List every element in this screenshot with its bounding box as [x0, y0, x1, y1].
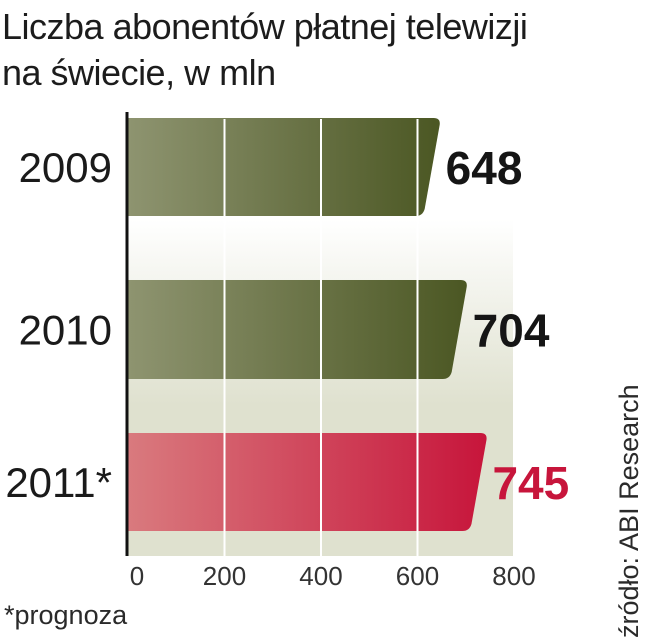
category-label-2011: 2011*: [5, 459, 112, 506]
bar-2009: [128, 118, 440, 216]
chart-title-line-2: na świecie, w mln: [2, 52, 276, 93]
value-label-2011: 745: [492, 457, 569, 509]
footnote: *prognoza: [4, 600, 128, 630]
value-label-2009: 648: [446, 142, 523, 194]
x-tick-label-0: 0: [130, 561, 144, 591]
x-tick-label-800: 800: [492, 561, 535, 591]
source-note: źródło: ABI Research: [614, 384, 644, 638]
category-label-2010: 2010: [19, 307, 112, 354]
bar-2011: [128, 433, 487, 531]
chart-title: Liczba abonentów płatnej telewizji na św…: [2, 4, 602, 96]
x-tick-label-400: 400: [299, 561, 342, 591]
bar-2010: [128, 280, 467, 379]
x-tick-label-600: 600: [396, 561, 439, 591]
value-label-2010: 704: [473, 305, 550, 357]
x-tick-label-200: 200: [203, 561, 246, 591]
chart-title-line-1: Liczba abonentów płatnej telewizji: [2, 6, 528, 47]
category-label-2009: 2009: [19, 144, 112, 191]
